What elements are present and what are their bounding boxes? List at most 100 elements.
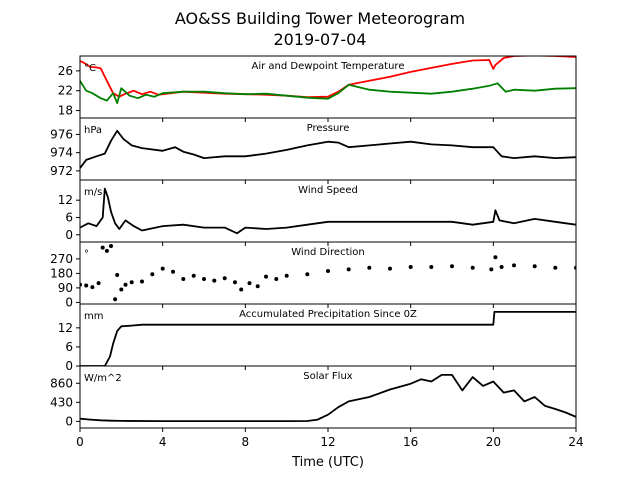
x-tick-label: 4 xyxy=(159,435,167,449)
wind-direction-point xyxy=(202,277,206,281)
wind-direction-point xyxy=(123,282,128,287)
y-tick-label: 972 xyxy=(50,164,73,178)
wind-direction-point xyxy=(140,279,144,284)
y-tick-label: 180 xyxy=(50,266,73,280)
y-tick-label: 18 xyxy=(58,104,73,118)
series-2-0 xyxy=(80,187,576,235)
series-3-0 xyxy=(80,244,576,302)
wind-direction-point xyxy=(191,273,196,278)
y-tick-label: 976 xyxy=(50,127,73,141)
wind-direction-point xyxy=(171,269,175,274)
wind-direction-point xyxy=(222,276,227,281)
panel-unit: mm xyxy=(84,311,103,322)
x-tick-label: 16 xyxy=(403,435,418,449)
wind-direction-point xyxy=(470,265,475,270)
panel-2: 0 6 12 Wind Speed m/s xyxy=(58,179,577,246)
wind-direction-point xyxy=(388,266,392,271)
wind-direction-point xyxy=(119,287,124,292)
wind-direction-point xyxy=(115,273,120,277)
wind-direction-point xyxy=(84,283,89,288)
panel-4: 0 6 12 Accumulated Precipitation Since 0Z mm xyxy=(58,303,577,373)
wind-direction-point xyxy=(239,287,244,292)
wind-direction-point xyxy=(489,267,494,272)
wind-direction-point xyxy=(212,278,217,283)
series-line xyxy=(80,373,576,423)
wind-direction-point xyxy=(181,277,186,281)
wind-direction-point xyxy=(109,244,113,248)
y-tick-label: 6 xyxy=(65,210,73,224)
x-axis: 0 4 8 12 16 20 24 xyxy=(76,435,583,449)
wind-direction-point xyxy=(104,248,109,253)
wind-direction-point xyxy=(247,281,252,286)
wind-direction-point xyxy=(553,265,558,270)
wind-direction-point xyxy=(100,245,105,250)
x-tick-label: 12 xyxy=(320,435,335,449)
y-tick-label: 270 xyxy=(50,252,73,266)
figure-subtitle: 2019-07-04 xyxy=(274,30,367,49)
wind-direction-point xyxy=(305,272,310,277)
wind-direction-point xyxy=(346,267,351,272)
y-tick-label: 26 xyxy=(58,64,73,78)
wind-direction-point xyxy=(264,274,268,279)
y-tick-label: 0 xyxy=(65,414,73,428)
wind-direction-point xyxy=(255,284,260,289)
wind-direction-point xyxy=(499,265,504,269)
y-tick-label: 860 xyxy=(50,376,73,390)
panel-title: Pressure xyxy=(307,123,350,134)
y-tick-label: 0 xyxy=(65,228,73,242)
panel-unit: hPa xyxy=(84,125,102,136)
y-tick-label: 90 xyxy=(58,281,73,295)
y-tick-label: 974 xyxy=(50,146,73,160)
panel-title: Solar Flux xyxy=(303,371,353,382)
panel-unit: W/m^2 xyxy=(84,373,122,384)
panel-unit: °C xyxy=(84,63,96,74)
wind-direction-point xyxy=(233,280,237,285)
panel-0: 18 22 26 Air and Dewpoint Temperature °C xyxy=(58,55,577,122)
x-tick-label: 24 xyxy=(568,435,583,449)
panel-unit: ° xyxy=(84,249,89,260)
wind-direction-point xyxy=(367,265,372,270)
wind-direction-point xyxy=(113,297,118,302)
series-line xyxy=(80,129,576,169)
y-tick-label: 12 xyxy=(58,321,73,335)
wind-direction-point xyxy=(512,263,516,268)
figure-title: AO&SS Building Tower Meteorogram xyxy=(175,9,465,28)
wind-direction-point xyxy=(90,285,95,290)
panel-5: 0 430 860 Solar Flux W/m^2 xyxy=(50,365,577,432)
wind-direction-point xyxy=(150,272,155,277)
wind-direction-point xyxy=(532,264,537,269)
y-tick-label: 0 xyxy=(65,359,73,373)
wind-direction-point xyxy=(408,265,413,269)
y-tick-label: 6 xyxy=(65,340,73,354)
series-line xyxy=(80,187,576,235)
panel-unit: m/s xyxy=(84,187,102,198)
panel-1: 972 974 976 Pressure hPa xyxy=(50,117,577,184)
wind-direction-point xyxy=(160,266,165,271)
wind-direction-point xyxy=(274,277,279,281)
wind-direction-point xyxy=(429,265,434,269)
wind-direction-point xyxy=(96,281,101,286)
y-tick-label: 22 xyxy=(58,84,73,98)
panel-title: Wind Speed xyxy=(298,185,358,196)
series-5-0 xyxy=(80,373,576,423)
x-tick-label: 20 xyxy=(486,435,501,449)
panel-title: Wind Direction xyxy=(291,247,365,258)
panel-title: Accumulated Precipitation Since 0Z xyxy=(239,309,417,320)
panel-title: Air and Dewpoint Temperature xyxy=(252,61,405,72)
wind-direction-point xyxy=(450,264,454,269)
wind-direction-point xyxy=(326,269,330,273)
series-line xyxy=(80,80,576,104)
wind-direction-point xyxy=(129,280,134,285)
x-tick-label: 8 xyxy=(242,435,250,449)
y-tick-label: 430 xyxy=(50,395,73,409)
y-tick-label: 12 xyxy=(58,193,73,207)
series-line xyxy=(80,310,576,366)
x-tick-label: 0 xyxy=(76,435,84,449)
series-1-0 xyxy=(80,129,576,169)
series-4-0 xyxy=(80,310,576,366)
x-axis-label: Time (UTC) xyxy=(291,455,364,470)
wind-direction-point xyxy=(284,273,289,278)
y-tick-label: 0 xyxy=(65,295,73,309)
